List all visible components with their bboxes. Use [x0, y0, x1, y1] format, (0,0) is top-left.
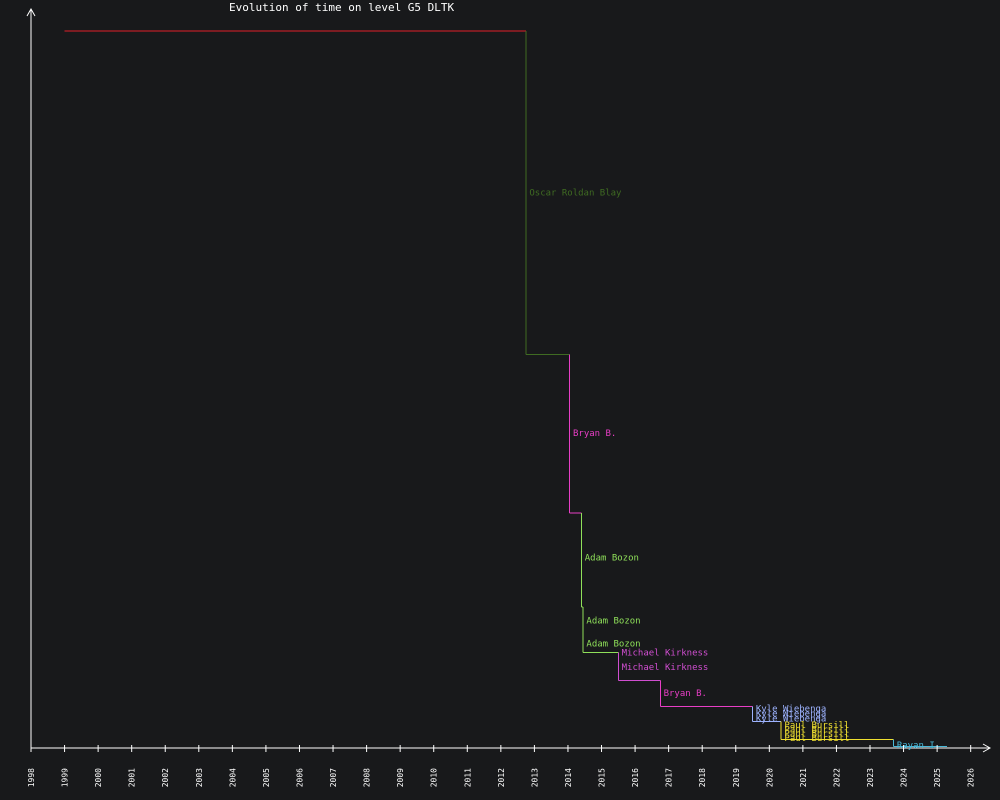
- record-holder-label: Kyle Wiebenga: [756, 715, 826, 725]
- x-tick-label: 2003: [195, 768, 204, 787]
- y-axis-arrow: [26, 7, 36, 17]
- record-holder-label: Paul Bursill: [784, 734, 849, 744]
- record-holder-label: Adam Bozon: [585, 553, 639, 563]
- x-axis-arrow: [982, 743, 992, 753]
- x-tick-label: 2009: [396, 768, 405, 787]
- record-holder-label: Kyle Wiebenga: [756, 710, 826, 720]
- x-tick-label: 2021: [799, 768, 808, 787]
- x-tick-label: 2020: [765, 768, 774, 787]
- x-tick-label: 2025: [933, 768, 942, 787]
- record-holder-label: Kyle Wiebenga: [756, 705, 826, 715]
- x-tick-label: 2024: [900, 768, 909, 787]
- x-tick-label: 2004: [228, 768, 237, 787]
- x-tick-label: 2013: [530, 768, 539, 787]
- x-tick-label: 2026: [967, 768, 976, 787]
- x-tick-label: 2018: [698, 768, 707, 787]
- x-tick-label: 2010: [430, 768, 439, 787]
- x-tick-label: 2019: [732, 768, 741, 787]
- x-tick-label: 2023: [866, 768, 875, 787]
- x-tick-label: 2005: [262, 768, 271, 787]
- x-tick-label: 2008: [363, 768, 372, 787]
- record-holder-label: Bryan B.: [573, 429, 616, 439]
- chart-axes: [26, 7, 992, 753]
- x-tick-label: 2017: [665, 768, 674, 787]
- x-tick-label: 2014: [564, 768, 573, 787]
- x-tick-label: 2007: [329, 768, 338, 787]
- x-tick-label: 1998: [27, 768, 36, 787]
- record-holder-label: Michael Kirkness: [622, 663, 709, 673]
- chart-title: Evolution of time on level G5 DLTK: [229, 1, 455, 14]
- x-tick-label: 2001: [128, 768, 137, 787]
- x-tick-label: 1999: [61, 768, 70, 787]
- record-holder-label: Bryan B.: [664, 689, 707, 699]
- record-holder-label: Paul Bursill: [784, 721, 849, 731]
- x-tick-label: 2002: [161, 768, 170, 787]
- record-holder-label: Rayan I.: [897, 741, 940, 751]
- record-holder-label: Adam Bozon: [586, 639, 640, 649]
- record-step-lines: [64, 30, 948, 748]
- record-holder-label: Oscar Roldan Blay: [529, 188, 622, 198]
- record-holder-label: Paul Bursill: [784, 725, 849, 735]
- record-holder-labels: Oscar Roldan Blay Bryan B. Adam Bozon Adam …: [529, 188, 940, 751]
- x-tick-label: 2012: [497, 768, 506, 787]
- x-axis-ticks: 1998 1999 2000 2001 2002 2003 2004 2005 2006 2007…: [27, 745, 976, 787]
- x-tick-label: 2015: [598, 768, 607, 787]
- x-tick-label: 2011: [463, 768, 472, 787]
- x-tick-label: 2000: [94, 768, 103, 787]
- record-holder-label: Michael Kirkness: [622, 649, 709, 659]
- x-tick-label: 2022: [832, 768, 841, 787]
- x-tick-label: 2006: [295, 768, 304, 787]
- x-tick-label: 2016: [631, 768, 640, 787]
- record-holder-label: Adam Bozon: [586, 616, 640, 626]
- record-holder-label: Paul Bursill: [784, 730, 849, 740]
